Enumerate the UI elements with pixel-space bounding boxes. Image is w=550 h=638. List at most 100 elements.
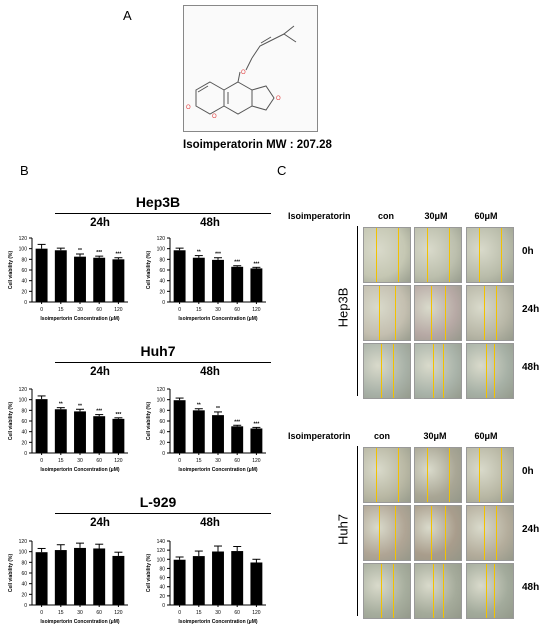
bar-chart-hep3b-24h: 0 20 40 60 80 100 120 Cell viability (%) 0 15 30 **… [8, 236, 128, 322]
row-label-0h-hep3b: 0h [522, 246, 534, 257]
y-tick-label: 140 [157, 539, 166, 545]
bar [74, 547, 86, 605]
significance-label: ** [197, 250, 201, 256]
y-tick-label: 40 [159, 585, 165, 591]
scratch-edge-line [431, 506, 432, 560]
x-tick-label: 60 [234, 610, 240, 616]
y-tick-label: 0 [162, 300, 165, 306]
scratch-image [414, 227, 462, 283]
y-axis-label: Cell viability (%) [8, 401, 14, 440]
treatment-label-hep3b: Isoimperatorin [288, 211, 351, 221]
y-tick-label: 80 [21, 560, 27, 566]
bar [192, 556, 205, 605]
x-tick-label: 30 [77, 307, 83, 313]
row-label-24h-huh7: 24h [522, 524, 540, 535]
structure-frame: O O O O [183, 5, 318, 132]
x-tick-label: 15 [196, 458, 202, 464]
y-tick-label: 100 [157, 557, 166, 563]
significance-label: *** [234, 419, 240, 425]
panel-letter-b: B [20, 163, 29, 178]
y-tick-label: 0 [162, 451, 165, 457]
scratch-edge-line [486, 344, 487, 398]
y-tick-label: 120 [19, 387, 28, 393]
bar [93, 416, 106, 453]
x-tick-label: 30 [215, 307, 221, 313]
x-tick-label: 60 [96, 307, 102, 313]
bar [231, 551, 244, 605]
bar [74, 256, 86, 302]
significance-label: *** [234, 260, 240, 266]
x-tick-label: 120 [114, 458, 123, 464]
y-tick-label: 100 [19, 550, 28, 556]
x-tick-label: 0 [40, 458, 43, 464]
x-tick-label: 15 [196, 610, 202, 616]
cell-line-title-hep3b: Hep3B [135, 194, 181, 210]
bar [112, 259, 125, 302]
scratch-edge-line [376, 448, 377, 502]
y-tick-label: 20 [21, 440, 27, 446]
significance-label: *** [96, 409, 102, 415]
column-label-con-huh7: con [373, 431, 390, 441]
scratch-edge-line [486, 564, 487, 618]
bar [74, 411, 86, 453]
y-tick-label: 120 [19, 236, 28, 242]
x-tick-label: 60 [96, 458, 102, 464]
scratch-image [414, 447, 462, 503]
scratch-image [363, 343, 411, 399]
time-label-huh7-48h: 48h [200, 366, 220, 378]
oxygen-atom-1: O [241, 70, 246, 76]
oxygen-atom-4: O [276, 96, 281, 102]
row-label-48h-hep3b: 48h [522, 362, 540, 373]
x-tick-label: 120 [252, 307, 261, 313]
y-tick-label: 40 [21, 279, 27, 285]
cell-line-label-huh7: Huh7 [335, 513, 351, 546]
bar-chart-hep3b-48h: 0 20 40 60 80 100 120 Cell viability (%) 0 15 ** 30… [146, 236, 266, 322]
bar [112, 555, 125, 605]
significance-label: ** [78, 248, 82, 254]
y-tick-label: 20 [159, 440, 165, 446]
x-axis-label: Isoimpertorin Concentration (μM) [40, 619, 120, 625]
scratch-edge-line [449, 228, 450, 282]
scratch-edge-line [395, 506, 396, 560]
scratch-edge-line [427, 228, 428, 282]
time-label-hep3b-24h: 24h [90, 217, 110, 229]
grid-divider-huh7 [357, 446, 358, 616]
scratch-image [363, 447, 411, 503]
x-tick-label: 30 [215, 610, 221, 616]
x-tick-label: 0 [40, 307, 43, 313]
scratch-edge-line [381, 564, 382, 618]
significance-label: *** [115, 252, 121, 258]
bar [173, 400, 186, 453]
scratch-image [466, 285, 514, 341]
bar [250, 428, 263, 453]
x-tick-label: 0 [178, 458, 181, 464]
column-label-con-hep3b: con [377, 211, 394, 221]
bar [54, 250, 67, 302]
scratch-edge-line [484, 506, 485, 560]
bar [35, 248, 48, 302]
x-tick-label: 0 [178, 307, 181, 313]
significance-label: *** [215, 252, 221, 258]
y-tick-label: 20 [159, 289, 165, 295]
bar-chart-l929-24h: 0 20 40 60 80 100 120 Cell viability (%) 0 15 30 60… [8, 539, 128, 625]
y-tick-label: 120 [157, 548, 166, 554]
x-tick-label: 15 [58, 307, 64, 313]
significance-label: ** [216, 406, 220, 412]
significance-label: *** [96, 250, 102, 256]
significance-label: *** [253, 421, 259, 427]
x-tick-label: 60 [234, 458, 240, 464]
y-tick-label: 60 [159, 576, 165, 582]
bar [173, 559, 186, 605]
group-rule-l929 [55, 513, 271, 514]
y-tick-label: 60 [159, 268, 165, 274]
scratch-edge-line [501, 448, 502, 502]
bar [192, 410, 205, 453]
y-tick-label: 80 [21, 257, 27, 263]
y-tick-label: 80 [21, 408, 27, 414]
scratch-edge-line [443, 564, 444, 618]
x-tick-label: 30 [77, 458, 83, 464]
y-axis-label: Cell viability (%) [146, 250, 152, 289]
bar [93, 257, 106, 302]
y-tick-label: 100 [157, 247, 166, 253]
cell-line-title-huh7: Huh7 [140, 343, 176, 359]
